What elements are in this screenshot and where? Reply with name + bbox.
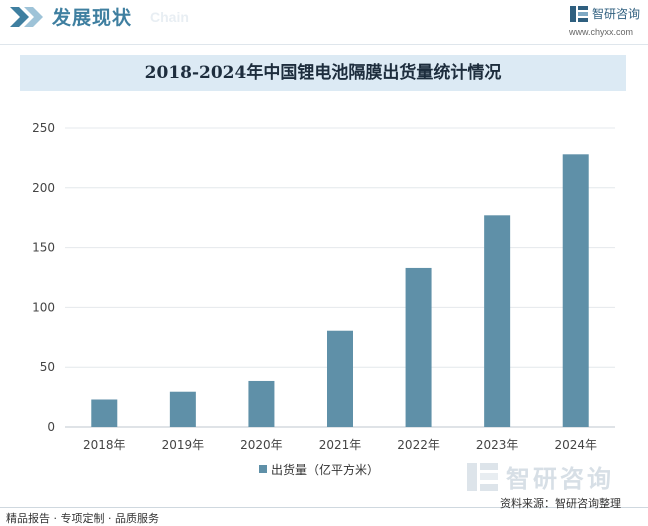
watermark-bottom-right: 智研咨询 xyxy=(466,462,611,496)
header-divider xyxy=(0,44,648,45)
gridlines xyxy=(65,127,615,428)
y-tick-label: 250 xyxy=(32,121,55,135)
chart-title-box: 2018-2024年中国锂电池隔膜出货量统计情况 xyxy=(20,55,626,91)
x-tick-labels: 2018年 2019年 2020年 2021年 2022年 2023年 2024年 xyxy=(83,438,597,452)
bar-3 xyxy=(327,330,353,427)
y-tick-label: 50 xyxy=(40,360,55,374)
x-tick-label: 2019年 xyxy=(162,438,205,452)
x-tick-label: 2024年 xyxy=(554,438,597,452)
bars xyxy=(91,154,589,427)
x-tick-label: 2022年 xyxy=(397,438,440,452)
watermark-logo-icon xyxy=(467,463,498,491)
x-tick-label: 2020年 xyxy=(240,438,283,452)
bar-1 xyxy=(169,391,196,427)
footer-divider xyxy=(0,507,648,508)
bar-chart: 0 50 100 150 200 250 2018年 2019年 2020年 2021年 2022… xyxy=(32,121,615,452)
source-note: 资料来源：智研咨询整理 xyxy=(500,497,621,510)
legend-swatch xyxy=(259,465,267,473)
bar-2 xyxy=(248,380,275,427)
chart-title: 2018-2024年中国锂电池隔膜出货量统计情况 xyxy=(144,63,502,83)
footer-tagline: 精品报告 · 专项定制 · 品质服务 xyxy=(6,512,159,525)
bar-6 xyxy=(562,154,589,427)
y-tick-labels: 0 50 100 150 200 250 xyxy=(32,121,55,434)
bar-0 xyxy=(91,399,118,427)
legend-label: 出货量（亿平方米） xyxy=(271,463,380,477)
x-tick-label: 2018年 xyxy=(83,438,126,452)
brand-name: 智研咨询 xyxy=(592,7,641,21)
brand-url: www.chyxx.com xyxy=(569,27,634,37)
section-subtitle: Chain xyxy=(150,9,189,25)
y-tick-label: 150 xyxy=(32,241,55,255)
section-title: 发展现状 xyxy=(52,7,133,29)
bar-4 xyxy=(405,267,432,427)
top-header: 发展现状 Chain 智研咨询 www.chyxx.com xyxy=(0,0,648,37)
x-tick-label: 2023年 xyxy=(476,438,519,452)
watermark-text: 智研咨询 xyxy=(506,465,614,493)
x-tick-label: 2021年 xyxy=(319,438,362,452)
y-tick-label: 100 xyxy=(32,300,55,314)
y-tick-label: 200 xyxy=(32,181,55,195)
y-tick-label: 0 xyxy=(47,420,55,434)
brand-logo-icon xyxy=(570,6,588,22)
bar-5 xyxy=(484,215,511,427)
double-chevron-icon xyxy=(10,7,43,27)
